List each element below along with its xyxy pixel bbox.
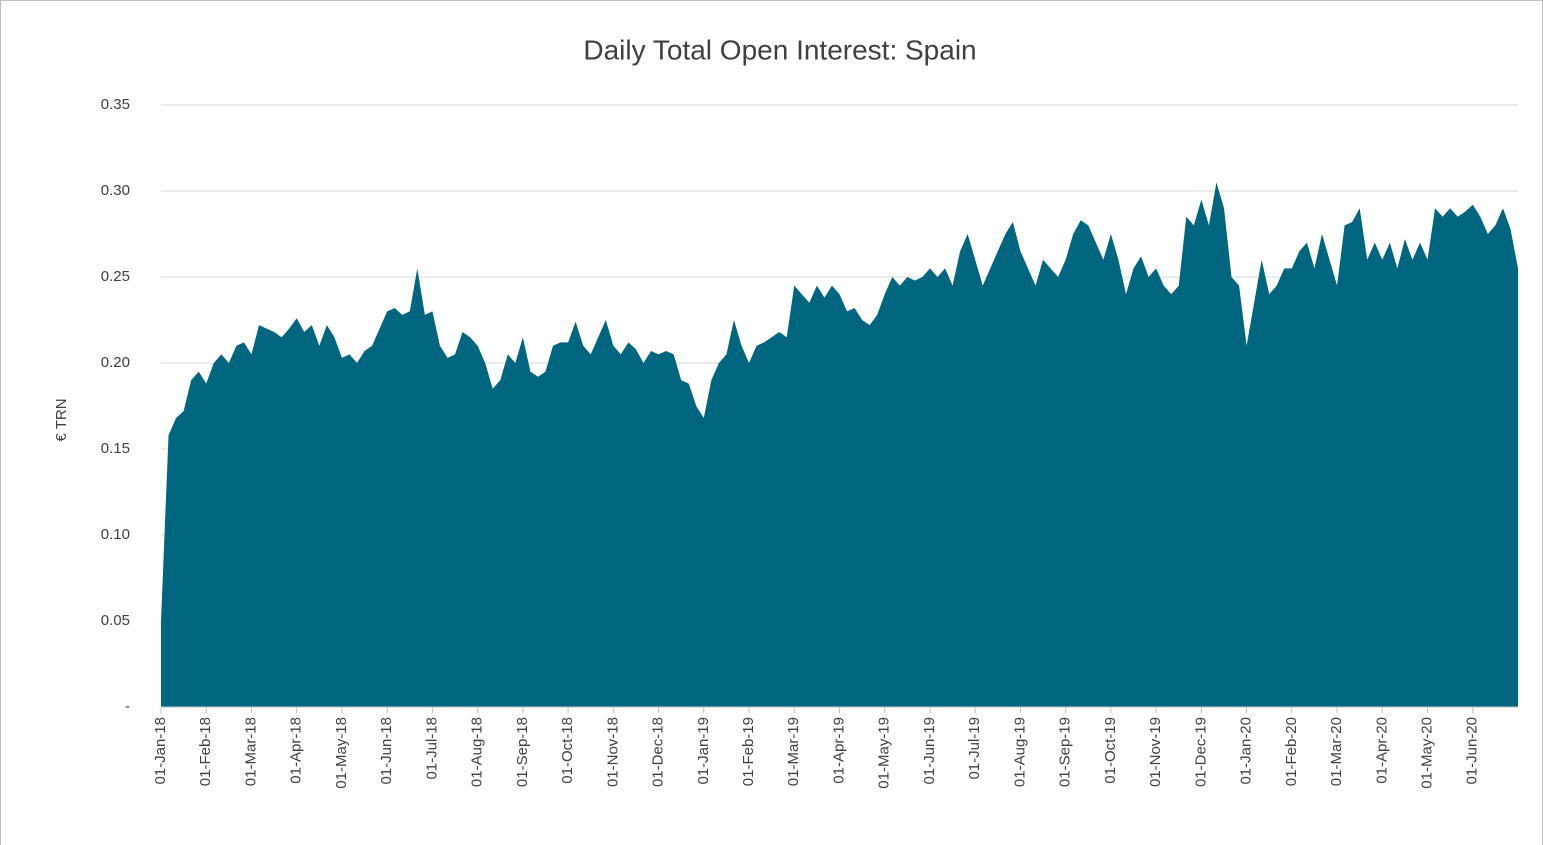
- x-tick-label: 01-Apr-18: [288, 717, 305, 784]
- x-tick-label: 01-Dec-18: [650, 717, 667, 787]
- x-tick-label: 01-Jan-18: [152, 717, 169, 785]
- x-tick-label: 01-Jul-19: [966, 717, 983, 780]
- x-tick-label: 01-Apr-20: [1373, 717, 1390, 784]
- x-tick-label: 01-Feb-19: [740, 717, 757, 786]
- x-tick-label: 01-Nov-18: [604, 717, 621, 787]
- x-tick-label: 01-Jun-18: [378, 717, 395, 785]
- x-tick-label: 01-May-20: [1419, 717, 1436, 789]
- x-tick-label: 01-Sep-18: [514, 717, 531, 787]
- y-tick-label: -: [125, 698, 130, 715]
- x-tick-label: 01-Mar-18: [242, 717, 259, 786]
- x-tick-label: 01-Oct-18: [559, 717, 576, 784]
- x-tick-label: 01-Jul-18: [423, 717, 440, 780]
- x-tick-label: 01-May-19: [876, 717, 893, 789]
- x-tick-label: 01-Jun-19: [921, 717, 938, 785]
- x-tick-label: 01-Jan-20: [1238, 717, 1255, 785]
- y-tick-label: 0.25: [101, 268, 130, 285]
- x-tick-label: 01-Feb-18: [197, 717, 214, 786]
- x-tick-label: 01-Mar-20: [1328, 717, 1345, 786]
- y-tick-label: 0.15: [101, 440, 130, 457]
- x-tick-label: 01-Apr-19: [830, 717, 847, 784]
- y-tick-label: 0.30: [101, 182, 130, 199]
- x-tick-label: 01-Nov-19: [1147, 717, 1164, 787]
- x-tick-label: 01-Dec-19: [1192, 717, 1209, 787]
- x-tick-label: 01-May-18: [333, 717, 350, 789]
- y-tick-label: 0.35: [101, 96, 130, 113]
- x-tick-label: 01-Aug-19: [1011, 717, 1028, 787]
- area: [161, 182, 1518, 707]
- x-tick-label: 01-Jun-20: [1464, 717, 1481, 785]
- y-tick-label: 0.05: [101, 612, 130, 629]
- x-tick-label: 01-Jan-19: [695, 717, 712, 785]
- x-tick-label: 01-Oct-19: [1102, 717, 1119, 784]
- x-tick-label: 01-Aug-18: [469, 717, 486, 787]
- x-tick-label: 01-Feb-20: [1283, 717, 1300, 786]
- y-tick-label: 0.10: [101, 526, 130, 543]
- y-axis-label: € TRN: [53, 398, 70, 441]
- chart-title: Daily Total Open Interest: Spain: [583, 34, 976, 65]
- x-tick-label: 01-Mar-19: [785, 717, 802, 786]
- y-tick-label: 0.20: [101, 354, 130, 371]
- x-tick-label: 01-Sep-19: [1057, 717, 1074, 787]
